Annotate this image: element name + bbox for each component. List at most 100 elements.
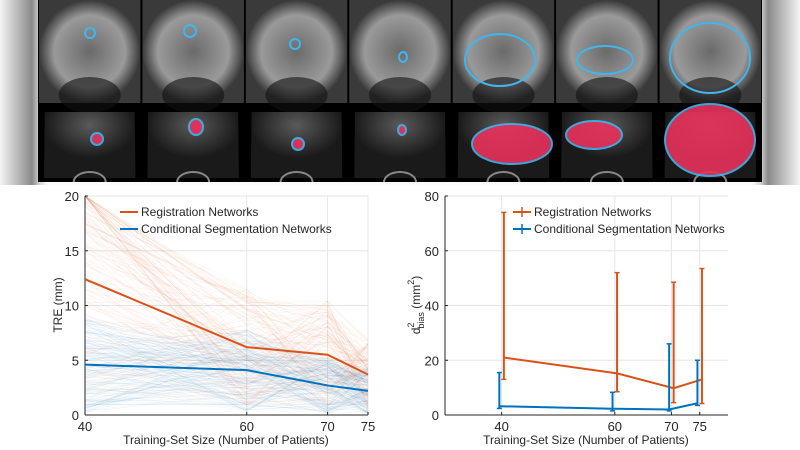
sample-line (84, 291, 369, 389)
probe-arc (589, 171, 624, 182)
sample-line (84, 322, 369, 406)
sample-line (84, 378, 369, 405)
sample-line (84, 230, 369, 403)
prostate-segmentation (291, 137, 305, 151)
series-line (503, 356, 703, 390)
sample-line (84, 212, 369, 398)
sample-line (84, 195, 369, 356)
sample-line (84, 367, 369, 410)
sample-line (84, 195, 369, 345)
sample-line (84, 358, 369, 406)
tre-xlabel: Training-Set Size (Number of Patients) (123, 433, 329, 447)
sample-line (84, 211, 369, 386)
sample-line (84, 330, 369, 390)
sample-line (84, 304, 369, 403)
sample-line (84, 196, 369, 393)
sample-line (84, 369, 369, 384)
image-strip (38, 0, 762, 182)
sample-line (84, 305, 369, 390)
y-tick-label: 0 (72, 408, 79, 423)
sample-line (84, 360, 369, 404)
sample-line (84, 331, 369, 413)
sample-line (84, 296, 369, 411)
y-tick-label: 20 (425, 353, 439, 368)
sample-line (84, 377, 369, 410)
sample-line (84, 195, 369, 401)
sample-line (84, 195, 369, 397)
ylabel-unit: (mm (409, 285, 423, 312)
sample-line (84, 348, 369, 408)
sample-line (84, 361, 369, 392)
sample-line (84, 243, 369, 383)
sample-line (84, 321, 369, 410)
tre-chart: Training-Set Size (Number of Patients) T… (51, 189, 375, 447)
sample-line (84, 326, 369, 394)
sample-line (84, 350, 369, 407)
sample-line (84, 195, 369, 387)
sample-line (84, 331, 369, 408)
sample-line (84, 390, 369, 411)
prostate-contour (398, 51, 408, 63)
x-tick-label: 70 (320, 419, 334, 434)
sample-line (84, 346, 369, 410)
sample-line (84, 195, 369, 395)
y-tick-label: 0 (432, 408, 439, 423)
sample-line (84, 195, 369, 403)
sample-line (84, 346, 369, 394)
sample-line (84, 342, 369, 382)
series-line (499, 402, 698, 411)
sample-line (84, 330, 369, 409)
sample-line (84, 288, 369, 362)
sample-line (84, 217, 369, 406)
sample-line (84, 347, 369, 414)
sample-line (84, 229, 369, 393)
y-tick-label: 80 (425, 189, 439, 204)
sample-line (84, 368, 369, 378)
prostate-segmentation (664, 103, 756, 177)
sample-line (84, 339, 369, 382)
legend-label: Conditional Segmentation Networks (534, 222, 725, 236)
bias-chart: Training-Set Size (Number of Patients) d… (406, 189, 728, 447)
sample-line (84, 354, 369, 414)
sample-line (84, 246, 369, 397)
sample-line (84, 232, 369, 388)
sample-line (84, 195, 369, 389)
ylabel-sup: 2 (406, 323, 416, 328)
x-tick-label: 60 (239, 419, 253, 434)
sample-line (84, 332, 369, 390)
probe-arc (176, 171, 211, 182)
sample-line (84, 372, 369, 411)
prostate-segmentation (90, 132, 104, 146)
sample-line (84, 364, 369, 393)
sample-line (84, 314, 369, 388)
mri-dark-region (368, 77, 432, 113)
ultrasound-image (354, 112, 446, 178)
sample-line (84, 366, 369, 380)
sample-line (84, 349, 369, 410)
sample-line (84, 251, 369, 370)
sample-line (84, 320, 369, 391)
prostate-contour (84, 27, 96, 39)
sample-line (84, 361, 369, 397)
sample-line (84, 259, 369, 350)
sample-line (84, 216, 369, 365)
sample-line (84, 355, 369, 412)
sample-line (84, 328, 369, 409)
ultrasound-image (44, 112, 136, 178)
sample-line (84, 368, 369, 412)
legend-label: Registration Networks (534, 205, 651, 219)
sample-line (84, 289, 369, 362)
sample-line (84, 355, 369, 409)
x-tick-label: 75 (692, 419, 706, 434)
sample-line (84, 335, 369, 382)
ultrasound-image (147, 112, 239, 178)
sample-line (84, 318, 369, 413)
sample-line (84, 332, 369, 414)
sample-line (84, 357, 369, 403)
sample-line (84, 352, 369, 413)
sample-line (84, 355, 369, 410)
sample-line (84, 342, 369, 412)
sample-line (84, 355, 369, 398)
sample-line (84, 341, 369, 375)
sample-line (84, 336, 369, 387)
